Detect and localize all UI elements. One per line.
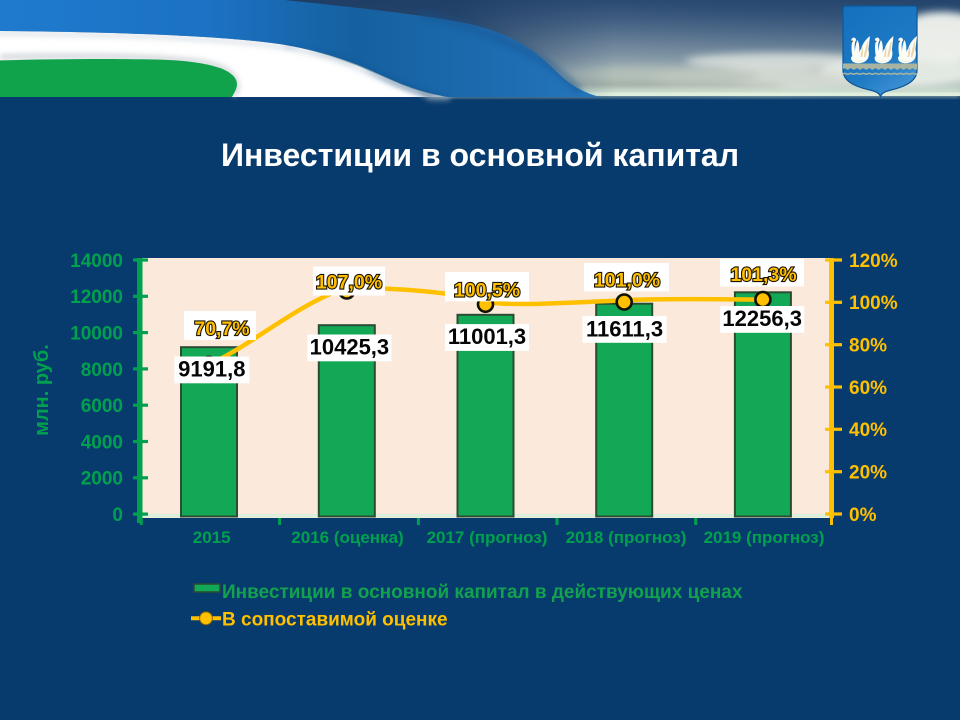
svg-text:0: 0 [112, 505, 123, 526]
svg-text:14000: 14000 [70, 251, 123, 272]
svg-text:107,0%: 107,0% [316, 272, 382, 294]
svg-text:80%: 80% [849, 336, 887, 357]
svg-text:12256,3: 12256,3 [722, 306, 802, 331]
svg-text:2017 (прогноз): 2017 (прогноз) [427, 528, 548, 547]
svg-text:60%: 60% [849, 378, 887, 399]
svg-text:10000: 10000 [70, 324, 123, 345]
svg-text:9191,8: 9191,8 [178, 356, 245, 381]
svg-text:2015: 2015 [193, 528, 231, 547]
svg-text:2019 (прогноз): 2019 (прогноз) [704, 528, 825, 547]
svg-text:100,5%: 100,5% [454, 279, 520, 301]
svg-text:млн. руб.: млн. руб. [31, 344, 53, 436]
svg-text:2000: 2000 [81, 469, 123, 490]
svg-text:120%: 120% [849, 251, 898, 272]
svg-text:Инвестиции в основной капитал: Инвестиции в основной капитал [221, 137, 739, 173]
svg-text:4000: 4000 [81, 432, 123, 453]
svg-text:2016 (оценка): 2016 (оценка) [291, 528, 403, 547]
svg-text:10425,3: 10425,3 [310, 334, 390, 359]
svg-text:11611,3: 11611,3 [586, 317, 663, 342]
svg-text:В сопоставимой оценке: В сопоставимой оценке [222, 610, 448, 631]
svg-text:20%: 20% [849, 463, 887, 484]
svg-text:6000: 6000 [81, 396, 123, 417]
svg-text:40%: 40% [849, 420, 887, 441]
svg-text:100%: 100% [849, 293, 898, 314]
svg-text:8000: 8000 [81, 360, 123, 381]
svg-text:101,0%: 101,0% [594, 270, 660, 292]
svg-text:12000: 12000 [70, 287, 123, 308]
svg-text:0%: 0% [849, 505, 877, 526]
svg-text:70,7%: 70,7% [194, 318, 249, 340]
svg-text:Инвестиции в основной капитал: Инвестиции в основной капитал в действую… [222, 582, 743, 603]
svg-text:11001,3: 11001,3 [448, 324, 526, 349]
svg-text:101,3%: 101,3% [730, 264, 796, 286]
svg-text:2018 (прогноз): 2018 (прогноз) [566, 528, 687, 547]
